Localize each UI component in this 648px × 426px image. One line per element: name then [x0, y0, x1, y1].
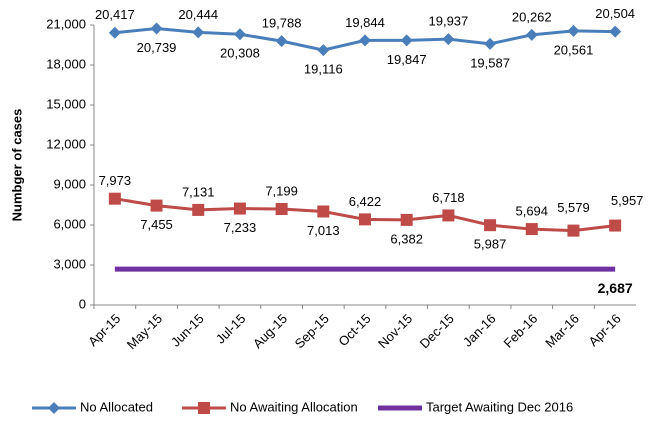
marker	[484, 37, 497, 50]
marker	[192, 26, 205, 39]
marker	[150, 199, 163, 212]
marker	[233, 28, 246, 41]
marker	[609, 219, 622, 232]
marker	[359, 34, 371, 47]
marker	[442, 209, 455, 222]
y-tick-label: 18,000	[46, 56, 86, 71]
data-label: 20,504	[595, 6, 635, 21]
marker	[317, 44, 330, 57]
y-tick-label: 6,000	[53, 216, 86, 231]
y-tick-label: 12,000	[46, 136, 86, 151]
data-label: 20,417	[95, 7, 135, 22]
data-label: 5,957	[611, 193, 644, 208]
marker	[400, 34, 413, 47]
marker	[150, 22, 163, 35]
x-tick-label: Dec-15	[417, 311, 457, 351]
marker	[275, 35, 288, 48]
y-tick-label: 0	[79, 296, 86, 311]
data-label: 20,308	[220, 46, 260, 61]
marker	[359, 213, 371, 226]
y-tick-label: 15,000	[46, 96, 86, 111]
data-label: 5,579	[557, 200, 590, 215]
marker	[192, 203, 205, 216]
data-label: 2,687	[598, 280, 633, 296]
y-tick-label: 9,000	[53, 176, 86, 191]
data-label: 20,444	[178, 7, 218, 22]
data-label: 19,116	[304, 62, 343, 77]
marker	[400, 213, 413, 226]
legend-marker	[48, 402, 60, 414]
data-label: 5,694	[515, 204, 548, 219]
x-tick-label: Oct-15	[335, 311, 373, 349]
marker	[275, 203, 288, 216]
x-tick-label: Feb-16	[501, 311, 541, 351]
data-label: 6,422	[349, 194, 382, 209]
marker	[317, 205, 330, 218]
marker	[108, 192, 121, 205]
marker	[609, 25, 622, 38]
data-label: 19,847	[387, 52, 427, 67]
data-label: 19,788	[262, 16, 302, 31]
y-tick-label: 3,000	[53, 256, 86, 271]
legend-label: Target Awaiting Dec 2016	[426, 399, 573, 414]
data-label: 5,987	[474, 237, 507, 252]
data-label: 7,973	[99, 173, 132, 188]
marker	[442, 33, 455, 46]
data-label: 19,844	[345, 15, 385, 30]
marker	[567, 224, 580, 237]
data-label: 19,937	[429, 14, 469, 29]
x-tick-label: Aug-15	[250, 311, 290, 351]
x-tick-label: Nov-15	[375, 311, 415, 351]
data-label: 7,233	[224, 220, 257, 235]
x-tick-label: Apr-15	[85, 311, 123, 349]
legend-label: No Allocated	[80, 399, 153, 414]
data-label: 20,561	[554, 42, 594, 57]
data-label: 7,455	[140, 217, 173, 232]
x-tick-label: Jan-16	[460, 311, 499, 350]
marker	[567, 24, 580, 37]
data-label: 19,587	[470, 55, 510, 70]
legend-label: No Awaiting Allocation	[230, 399, 358, 414]
y-tick-label: 21,000	[46, 16, 86, 31]
x-tick-label: Mar-16	[542, 311, 582, 351]
x-tick-label: Jun-15	[168, 311, 207, 350]
data-label: 6,718	[432, 190, 465, 205]
data-label: 7,131	[182, 184, 215, 199]
x-tick-label: Jul-15	[213, 311, 249, 347]
data-label: 20,739	[137, 40, 177, 55]
y-axis-title: Numbger of cases	[9, 109, 24, 222]
marker	[233, 202, 246, 215]
data-label: 6,382	[390, 231, 423, 246]
x-tick-label: May-15	[124, 311, 165, 352]
marker	[484, 219, 497, 232]
x-tick-label: Sep-15	[292, 311, 332, 351]
data-label: 7,199	[265, 183, 298, 198]
data-label: 20,262	[512, 9, 552, 24]
marker	[108, 26, 121, 39]
marker	[525, 28, 538, 41]
legend-marker	[198, 402, 210, 414]
data-label: 7,013	[307, 223, 340, 238]
x-tick-label: Apr-16	[586, 311, 624, 349]
marker	[525, 223, 538, 236]
